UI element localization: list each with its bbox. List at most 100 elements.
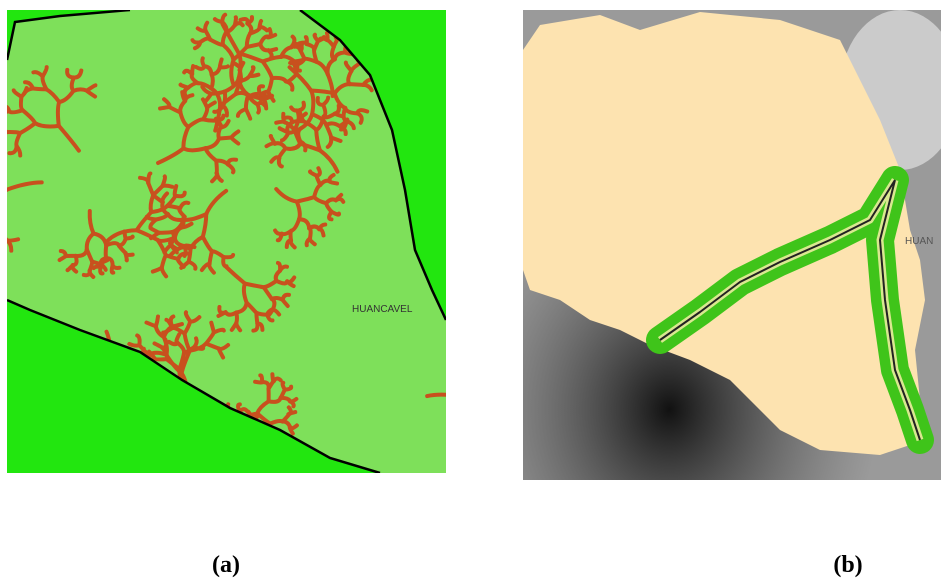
river xyxy=(469,24,474,34)
river xyxy=(510,378,521,380)
place-label: HUAN xyxy=(905,236,933,247)
river xyxy=(202,58,204,66)
river xyxy=(0,126,7,132)
map-a: HUANCAVEL xyxy=(0,0,524,481)
river xyxy=(480,133,492,137)
river xyxy=(448,102,464,110)
river xyxy=(427,395,461,397)
river xyxy=(240,409,247,411)
river xyxy=(148,173,150,183)
river xyxy=(163,186,173,187)
river xyxy=(0,232,7,240)
river xyxy=(492,124,497,133)
river xyxy=(505,361,515,363)
river xyxy=(183,148,205,150)
river xyxy=(490,105,496,113)
river xyxy=(244,475,249,481)
river xyxy=(464,48,466,59)
river xyxy=(267,35,275,37)
river xyxy=(460,48,463,59)
river xyxy=(0,132,7,138)
river xyxy=(478,360,482,379)
river xyxy=(246,95,248,109)
river xyxy=(250,75,258,76)
river xyxy=(464,101,477,106)
river xyxy=(465,343,475,348)
river xyxy=(329,212,332,220)
river xyxy=(478,103,481,116)
river xyxy=(457,74,459,85)
river xyxy=(21,97,23,110)
river xyxy=(444,8,458,13)
river xyxy=(73,89,86,91)
river xyxy=(290,63,297,65)
river xyxy=(483,150,491,156)
caption: (b) xyxy=(833,552,862,578)
river xyxy=(461,396,483,409)
river xyxy=(488,426,491,440)
river xyxy=(488,440,494,449)
place-label: HUANCAVEL xyxy=(352,304,413,315)
figure: HUANCAVEL HUAN (a) (b) xyxy=(0,0,941,585)
river xyxy=(211,74,213,88)
river xyxy=(0,182,7,190)
river xyxy=(478,375,497,379)
river xyxy=(288,412,295,414)
river xyxy=(460,59,470,64)
river xyxy=(493,133,502,137)
river xyxy=(446,59,460,65)
river xyxy=(457,74,468,76)
caption: (a) xyxy=(212,552,240,578)
river xyxy=(176,334,179,343)
river xyxy=(126,253,127,260)
river xyxy=(306,37,307,44)
river xyxy=(156,316,158,326)
river xyxy=(464,89,468,102)
river xyxy=(458,8,468,12)
river xyxy=(505,352,508,363)
river xyxy=(259,27,267,30)
river xyxy=(260,375,262,382)
river xyxy=(94,266,101,268)
river xyxy=(468,85,477,89)
river xyxy=(510,388,520,392)
river xyxy=(477,100,486,105)
river xyxy=(238,475,244,479)
river xyxy=(503,431,514,433)
river xyxy=(480,137,483,150)
river xyxy=(478,113,491,116)
river xyxy=(514,403,524,407)
river xyxy=(501,402,515,406)
river xyxy=(510,380,514,390)
river xyxy=(7,132,20,133)
river xyxy=(480,440,488,447)
river xyxy=(482,350,492,360)
river xyxy=(483,409,491,426)
river xyxy=(458,0,465,8)
river xyxy=(220,66,228,67)
river xyxy=(476,94,480,103)
river xyxy=(0,106,9,111)
river xyxy=(235,23,243,25)
river xyxy=(465,116,478,128)
river xyxy=(477,106,483,114)
map-b: HUAN xyxy=(510,10,941,480)
river xyxy=(478,150,484,158)
river xyxy=(0,190,7,212)
river xyxy=(231,60,233,85)
river xyxy=(455,37,465,48)
river xyxy=(497,363,505,375)
river xyxy=(501,392,510,403)
river xyxy=(465,128,480,137)
river xyxy=(514,407,520,416)
river xyxy=(491,113,499,119)
river xyxy=(474,348,481,360)
river xyxy=(465,47,476,50)
river xyxy=(446,65,457,74)
river xyxy=(311,90,313,114)
river xyxy=(474,337,476,347)
river xyxy=(58,102,59,126)
river xyxy=(492,339,494,350)
river xyxy=(205,23,207,31)
river xyxy=(491,426,503,434)
